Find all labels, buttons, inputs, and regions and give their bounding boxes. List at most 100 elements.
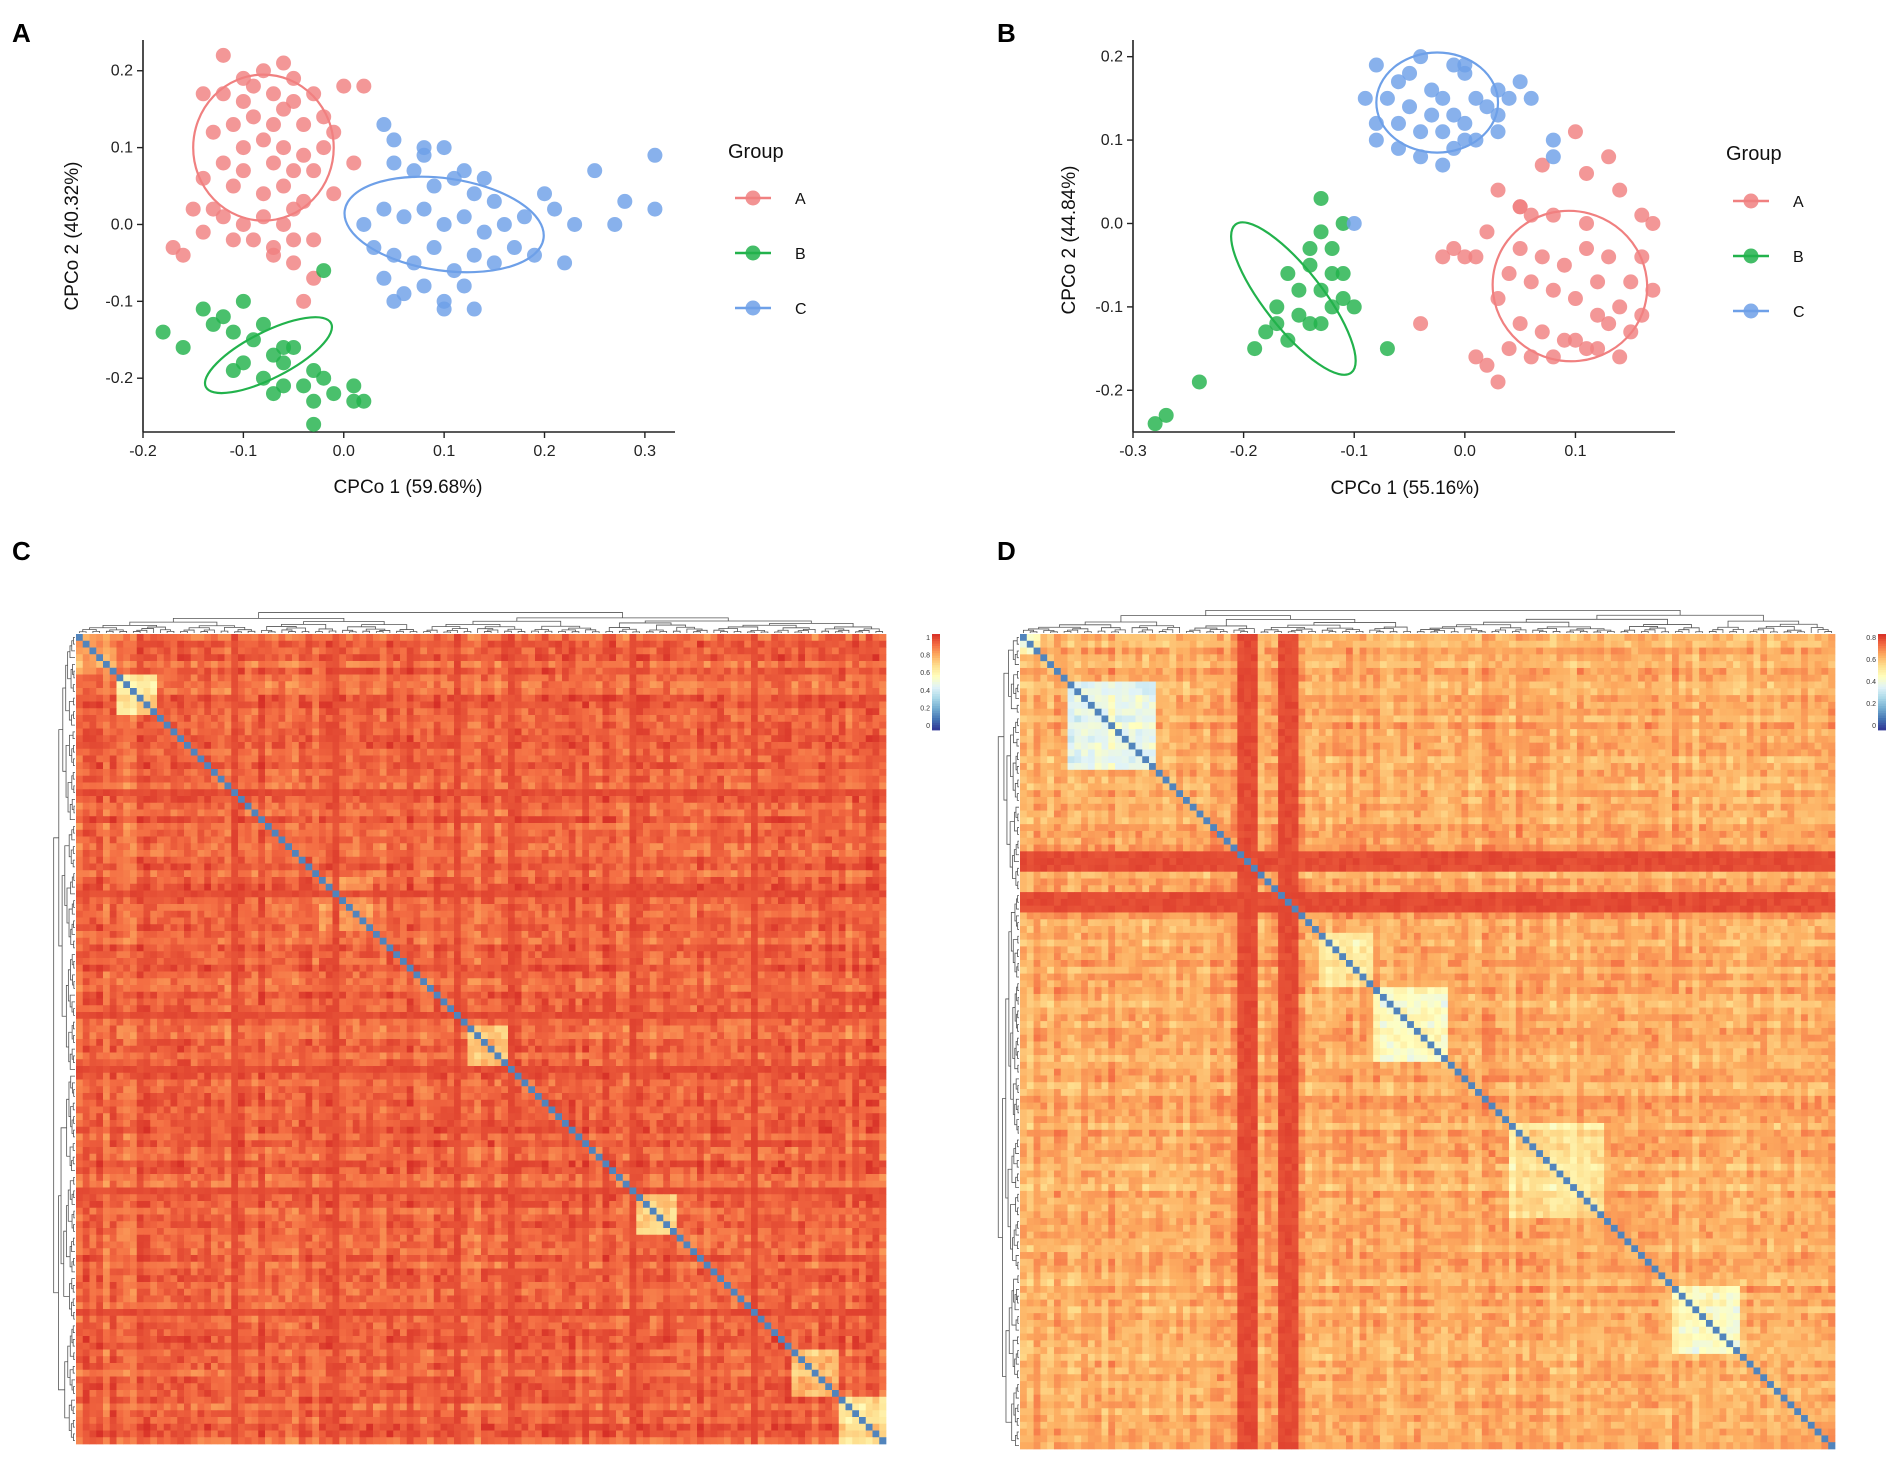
heatmap-cell <box>460 694 468 702</box>
heatmap-cell <box>177 877 185 885</box>
heatmap-cell <box>521 762 529 770</box>
heatmap-cell <box>697 809 705 817</box>
heatmap-cell <box>386 802 394 810</box>
heatmap-cell <box>170 809 178 817</box>
heatmap-cell <box>332 681 340 689</box>
heatmap-cell <box>427 715 435 723</box>
heatmap-cell <box>643 843 651 851</box>
heatmap-cell <box>440 721 448 729</box>
heatmap-cell <box>460 667 468 675</box>
heatmap-cell <box>514 762 522 770</box>
heatmap-cell <box>211 735 219 743</box>
heatmap-cell <box>265 836 273 844</box>
heatmap-cell <box>177 802 185 810</box>
heatmap-cell <box>521 782 529 790</box>
point-a-group-c <box>647 201 663 217</box>
heatmap-cell <box>285 809 293 817</box>
heatmap-cell <box>670 721 678 729</box>
heatmap-cell <box>656 775 664 783</box>
heatmap-cell <box>170 688 178 696</box>
heatmap-cell <box>703 829 711 837</box>
heatmap-cell <box>109 640 117 648</box>
heatmap-cell <box>508 890 516 898</box>
heatmap-cell <box>400 802 408 810</box>
heatmap-cell <box>541 870 549 878</box>
heatmap-cell <box>697 877 705 885</box>
heatmap-cell <box>616 877 624 885</box>
heatmap-cell <box>190 863 198 871</box>
heatmap-cell <box>852 640 860 648</box>
heatmap-cell <box>622 728 630 736</box>
heatmap-cell <box>352 782 360 790</box>
heatmap-cell <box>744 708 752 716</box>
heatmap-cell <box>852 870 860 878</box>
heatmap-cell <box>852 789 860 797</box>
heatmap-cell <box>231 742 239 750</box>
heatmap-cell <box>521 769 529 777</box>
heatmap-cell <box>643 640 651 648</box>
heatmap-cell <box>805 667 813 675</box>
heatmap-cell <box>373 809 381 817</box>
heatmap-cell <box>265 823 273 831</box>
heatmap-cell <box>548 789 556 797</box>
heatmap-cell <box>865 694 873 702</box>
heatmap-cell <box>636 735 644 743</box>
heatmap-cell <box>447 870 455 878</box>
heatmap-cell <box>562 769 570 777</box>
heatmap-cell <box>501 816 509 824</box>
heatmap-cell <box>859 796 867 804</box>
heatmap-cell <box>170 802 178 810</box>
heatmap-cell <box>359 836 367 844</box>
heatmap-cell <box>116 789 124 797</box>
heatmap-cell <box>130 708 138 716</box>
heatmap-cell <box>784 856 792 864</box>
heatmap-cell <box>757 890 765 898</box>
heatmap-cell <box>143 782 151 790</box>
heatmap-cell <box>447 836 455 844</box>
heatmap-cell <box>258 836 266 844</box>
heatmap-cell <box>602 850 610 858</box>
heatmap-cell <box>163 755 171 763</box>
heatmap-cell <box>143 715 151 723</box>
heatmap-cell <box>629 789 637 797</box>
heatmap-cell <box>636 775 644 783</box>
heatmap-cell <box>150 870 158 878</box>
heatmap-cell <box>298 843 306 851</box>
heatmap-cell <box>298 890 306 898</box>
heatmap-cell <box>832 694 840 702</box>
heatmap-cell <box>177 735 185 743</box>
heatmap-cell <box>292 708 300 716</box>
heatmap-cell <box>285 640 293 648</box>
heatmap-cell <box>204 890 212 898</box>
heatmap-cell <box>481 755 489 763</box>
heatmap-cell <box>278 850 286 858</box>
heatmap-cell <box>467 863 475 871</box>
heatmap-cell <box>123 634 131 642</box>
heatmap-cell <box>143 667 151 675</box>
heatmap-cell <box>737 640 745 648</box>
heatmap-cell <box>325 654 333 662</box>
point-a-group-a <box>255 209 271 225</box>
heatmap-cell <box>879 728 887 736</box>
heatmap-cell <box>217 883 225 891</box>
heatmap-cell <box>649 796 657 804</box>
heatmap-cell <box>393 823 401 831</box>
heatmap-cell <box>676 748 684 756</box>
heatmap-cell <box>710 667 718 675</box>
heatmap-cell <box>690 890 698 898</box>
heatmap-cell <box>663 890 671 898</box>
heatmap-cell <box>825 802 833 810</box>
heatmap-cell <box>609 708 617 716</box>
heatmap-cell <box>76 883 84 891</box>
heatmap-cell <box>568 762 576 770</box>
heatmap-cell <box>514 850 522 858</box>
heatmap-cell <box>204 843 212 851</box>
heatmap-cell <box>373 715 381 723</box>
heatmap-cell <box>757 883 765 891</box>
heatmap-cell <box>265 863 273 871</box>
heatmap-cell <box>454 701 462 709</box>
heatmap-cell <box>616 769 624 777</box>
heatmap-cell <box>548 863 556 871</box>
heatmap-cell <box>582 755 590 763</box>
heatmap-cell <box>764 809 772 817</box>
